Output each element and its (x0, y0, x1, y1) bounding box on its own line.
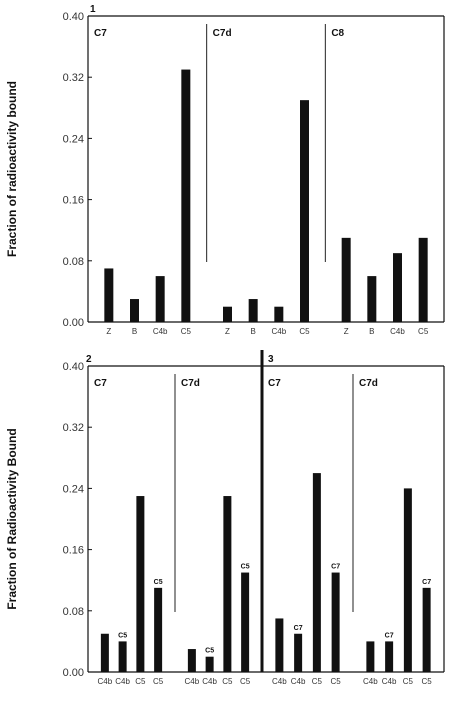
top-panel: 0.00 0.08 0.16 0.24 0.32 0.40 1 Fraction of rad… (5, 4, 445, 336)
panel-2-bar (187, 649, 196, 672)
bottom-panel-y-tick-label: 0.16 (63, 545, 84, 557)
top-panel-category-label: C4b (390, 327, 405, 336)
panel-2-category-label: C5 (222, 677, 233, 686)
top-panel-category-label: C4b (271, 327, 286, 336)
panel-2-category-label: C5 (153, 677, 164, 686)
top-panel-category-label: B (250, 327, 255, 336)
panel-2-bar (100, 633, 109, 672)
top-panel-y-tick-label: 0.08 (63, 256, 84, 268)
top-panel-bar (418, 237, 428, 322)
top-panel-category-label: B (132, 327, 137, 336)
panel-3-data-label: C7 (331, 564, 340, 571)
panel-3-category-label: C4b (363, 677, 378, 686)
panel-3-bar (331, 572, 340, 672)
panel-2-data-label: C5 (154, 579, 163, 586)
top-panel-category-label: Z (344, 327, 349, 336)
panel-2-category-label: C4b (98, 677, 113, 686)
panel-3-bar (294, 633, 303, 672)
panel-2-section-label: C7d (181, 378, 200, 389)
panel-3-section-label: C7d (359, 378, 378, 389)
panel-2-category-label: C5 (135, 677, 146, 686)
top-panel-bar (248, 299, 258, 322)
panel-2-bar (205, 656, 214, 672)
top-panel-category-label: C5 (418, 327, 429, 336)
top-panel-category-label: Z (225, 327, 230, 336)
bottom-panel-y-tick-label: 0.00 (63, 667, 84, 679)
panel-3-bar (312, 473, 321, 672)
top-panel-bar (393, 253, 402, 322)
bottom-panel-y-tick-label: 0.24 (63, 483, 84, 495)
panel-3-category-label: C4b (291, 677, 306, 686)
panel-3-category-label: C4b (272, 677, 287, 686)
top-panel-y-axis-label: Fraction of radioactivity bound (5, 81, 19, 257)
panel-2-data-label: C5 (118, 632, 127, 639)
top-panel-section-label: C8 (331, 28, 344, 39)
panel-2-bar (136, 496, 145, 672)
top-panel-y-tick-label: 0.24 (63, 133, 84, 145)
panel-2-bar (223, 496, 232, 672)
panel-2-bar (241, 572, 250, 672)
top-panel-number: 1 (90, 4, 96, 15)
panel-3-data-label: C7 (385, 632, 394, 639)
top-panel-bar (181, 69, 191, 322)
bottom-panel-y-tick-label: 0.08 (63, 606, 84, 618)
bottom-panel-y-axis-label: Fraction of Radioactivity Bound (5, 428, 19, 609)
top-panel-bar (130, 299, 139, 322)
panel-2-category-label: C5 (240, 677, 251, 686)
panel-3-bar (385, 641, 394, 672)
panel-3-category-label: C4b (382, 677, 397, 686)
top-panel-section-label: C7d (213, 28, 232, 39)
panel-3-category-label: C5 (312, 677, 323, 686)
top-panel-bar (223, 306, 232, 322)
panel-3-section-label: C7 (268, 378, 281, 389)
panel-2-data-label: C5 (241, 564, 250, 571)
top-panel-category-label: Z (106, 327, 111, 336)
top-panel-category-label: C5 (299, 327, 310, 336)
top-panel-y-tick-label: 0.32 (63, 72, 84, 84)
top-panel-section-label: C7 (94, 28, 107, 39)
top-panel-y-tick-label: 0.00 (63, 317, 84, 329)
panel-3-category-label: C5 (403, 677, 414, 686)
top-panel-bar (300, 100, 309, 323)
bottom-panel-y-tick-label: 0.40 (63, 361, 84, 373)
panel-2-bar (154, 587, 163, 672)
panel-3-category-label: C5 (422, 677, 433, 686)
top-panel-category-label: B (369, 327, 374, 336)
panel-2-section-label: C7 (94, 378, 107, 389)
panel-3-bar (275, 618, 284, 672)
panel-2-data-label: C5 (205, 648, 214, 655)
panel-3-bar (366, 641, 375, 672)
panel-2-bar (118, 641, 127, 672)
top-panel-y-tick-label: 0.16 (63, 195, 84, 207)
panel-2-number: 2 (86, 354, 92, 365)
top-panel-bar (341, 237, 351, 322)
top-panel-bar (155, 276, 165, 322)
panel-2-category-label: C4b (185, 677, 200, 686)
panel-3-bar (422, 587, 431, 672)
top-panel-bar (104, 268, 114, 322)
top-panel-category-label: C5 (181, 327, 192, 336)
bottom-panel: 0.00 0.08 0.16 0.24 0.32 0.402 3 Fraction of Ra… (5, 350, 445, 686)
panel-2-category-label: C4b (202, 677, 217, 686)
top-panel-category-label: C4b (153, 327, 168, 336)
bottom-panel-y-tick-label: 0.32 (63, 422, 84, 434)
panel-3-data-label: C7 (422, 579, 431, 586)
panel-3-bar (403, 488, 412, 672)
top-panel-y-tick-label: 0.40 (63, 11, 84, 23)
top-panel-bar (274, 306, 284, 322)
panel-3-number: 3 (268, 354, 274, 365)
panel-3-category-label: C5 (331, 677, 342, 686)
top-panel-bar (367, 276, 377, 322)
panel-3-data-label: C7 (294, 625, 303, 632)
panel-2-category-label: C4b (115, 677, 130, 686)
